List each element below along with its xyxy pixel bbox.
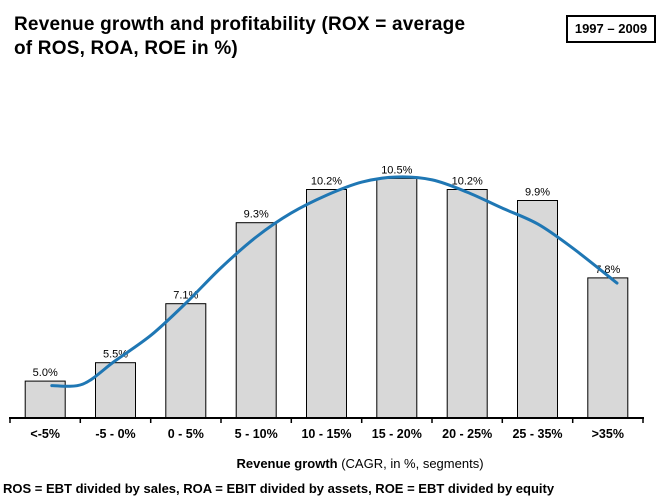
chart-title-line2: of ROS, ROA, ROE in %) <box>14 38 238 59</box>
bar <box>446 189 488 419</box>
period-badge: 1997 – 2009 <box>566 15 656 43</box>
x-tick-label: >35% <box>592 427 624 441</box>
bar <box>587 277 629 419</box>
x-tick-label: -5 - 0% <box>95 427 135 441</box>
bar-value-label: 7.8% <box>595 264 620 276</box>
bar-value-label: 10.2% <box>452 176 483 188</box>
bar-value-label: 10.2% <box>311 176 342 188</box>
bar <box>376 177 418 419</box>
x-tick-label: <-5% <box>30 427 60 441</box>
chart-title: Revenue growth and profitability (ROX = … <box>14 13 465 61</box>
x-tick-label: 20 - 25% <box>442 427 492 441</box>
trend-curve <box>50 175 619 388</box>
chart-svg: 5.0%<-5%5.5%-5 - 0%7.1%0 - 5%9.3%5 - 10%… <box>9 164 644 441</box>
x-axis-title-bold: Revenue growth <box>236 456 338 471</box>
bar <box>517 200 558 419</box>
x-tick-label: 0 - 5% <box>168 427 204 441</box>
x-tick-label: 10 - 15% <box>301 427 351 441</box>
bar <box>165 303 207 419</box>
x-axis-title-regular: (CAGR, in %, segments) <box>337 456 484 471</box>
x-tick-label: 15 - 20% <box>372 427 422 441</box>
bar-value-label: 5.0% <box>33 367 58 379</box>
x-tick-label: 25 - 35% <box>512 427 562 441</box>
bar-value-label: 9.3% <box>244 209 269 221</box>
x-tick-label: 5 - 10% <box>235 427 278 441</box>
x-axis-title: Revenue growth (CAGR, in %, segments) <box>26 456 668 471</box>
bar <box>306 189 347 419</box>
footnote: ROS = EBT divided by sales, ROA = EBIT d… <box>3 481 555 496</box>
bar-value-label: 9.9% <box>525 187 550 199</box>
bar <box>235 222 277 419</box>
chart-title-line1: Revenue growth and profitability (ROX = … <box>14 14 466 35</box>
bar-value-label: 10.5% <box>381 164 412 176</box>
